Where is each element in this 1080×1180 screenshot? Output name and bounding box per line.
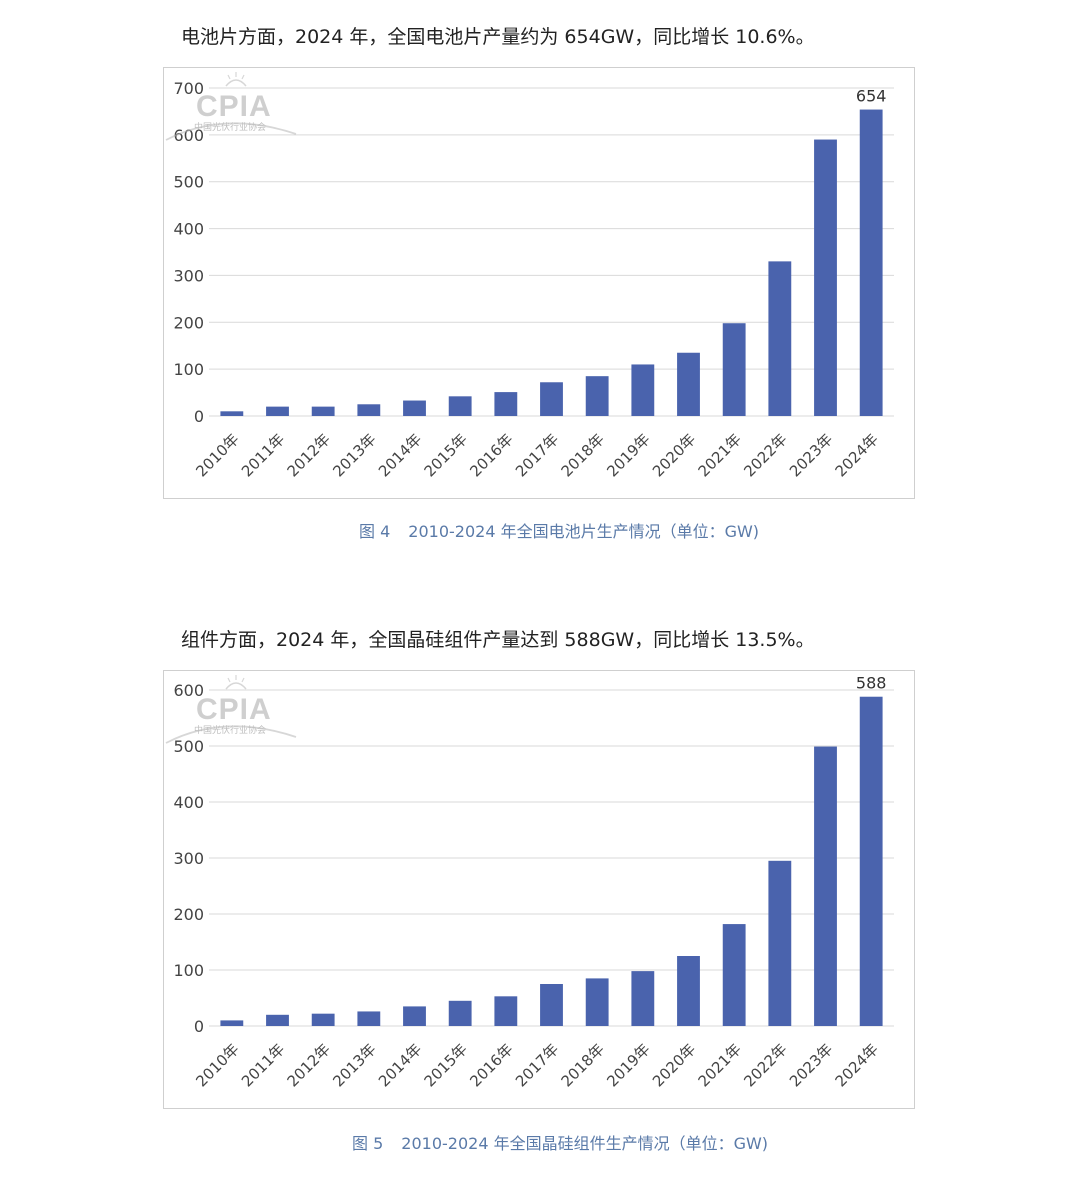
bar <box>631 971 655 1026</box>
x-tick-label: 2017年 <box>512 430 562 480</box>
x-tick-label: 2023年 <box>786 1040 836 1090</box>
x-tick-label: 2023年 <box>786 430 836 480</box>
bar <box>220 411 244 416</box>
x-tick-label: 2010年 <box>192 430 242 480</box>
bar <box>448 396 472 416</box>
x-tick-label: 2016年 <box>466 430 516 480</box>
x-tick-label: 2014年 <box>375 1040 425 1090</box>
bar <box>266 1014 289 1026</box>
chart-modules-svg: 01002003004005006002010年2011年2012年2013年2… <box>173 674 894 1090</box>
x-tick-label: 2012年 <box>284 430 334 480</box>
x-tick-label: 2011年 <box>238 1040 288 1090</box>
figure-4-label: 图 4 <box>359 522 391 541</box>
figure-4-text: 2010-2024 年全国电池片生产情况（单位：GW) <box>408 522 760 541</box>
y-tick-label: 300 <box>173 849 204 868</box>
y-tick-label: 0 <box>194 1017 204 1036</box>
x-tick-label: 2014年 <box>375 430 425 480</box>
data-label: 654 <box>856 87 887 106</box>
bar <box>677 352 700 416</box>
bar <box>814 139 837 416</box>
bar <box>677 956 700 1026</box>
svg-text:中国光伏行业协会: 中国光伏行业协会 <box>194 121 266 133</box>
x-tick-label: 2011年 <box>238 430 288 480</box>
bar <box>357 1011 381 1026</box>
x-tick-label: 2017年 <box>512 1040 562 1090</box>
x-tick-label: 2024年 <box>832 1040 882 1090</box>
bar <box>494 996 518 1026</box>
x-tick-label: 2019年 <box>603 430 653 480</box>
bar <box>311 1013 335 1026</box>
x-tick-label: 2016年 <box>466 1040 516 1090</box>
bar <box>220 1020 244 1026</box>
bar <box>859 696 883 1026</box>
bar <box>403 1006 426 1026</box>
bar <box>540 382 563 416</box>
y-tick-label: 600 <box>173 126 204 145</box>
svg-text:中国光伏行业协会: 中国光伏行业协会 <box>194 724 266 736</box>
y-tick-label: 200 <box>173 905 204 924</box>
bar <box>722 323 746 416</box>
x-tick-label: 2015年 <box>421 1040 471 1090</box>
bar <box>859 109 883 416</box>
x-tick-label: 2018年 <box>558 430 608 480</box>
y-tick-label: 300 <box>173 266 204 285</box>
y-tick-label: 500 <box>173 173 204 192</box>
bar <box>311 406 335 416</box>
y-tick-label: 100 <box>173 360 204 379</box>
x-tick-label: 2012年 <box>284 1040 334 1090</box>
x-tick-label: 2020年 <box>649 1040 699 1090</box>
figure-5-text: 2010-2024 年全国晶硅组件生产情况（单位：GW) <box>401 1134 769 1153</box>
chart-cells-production: 0 100 200 300 400 500 600 700 2010年 2011年 2012年 201… <box>163 67 915 499</box>
bar <box>631 364 655 416</box>
bar <box>585 376 609 416</box>
chart-cells-svg: 01002003004005006007002010年2011年2012年201… <box>173 79 894 480</box>
y-tick-label: 100 <box>173 961 204 980</box>
bar <box>722 924 746 1026</box>
data-label: 588 <box>856 674 887 693</box>
x-tick-label: 2010年 <box>192 1040 242 1090</box>
y-tick-label: 0 <box>194 407 204 426</box>
cpia-watermark-logo: CPIA 中国光伏行业协会 <box>165 675 297 744</box>
x-tick-label: 2018年 <box>558 1040 608 1090</box>
x-tick-label: 2015年 <box>421 430 471 480</box>
y-tick-label: 200 <box>173 313 204 332</box>
chart-modules-production: 0 100 200 300 400 500 600 2010年 2011年 2012年 2013年 2… <box>163 670 915 1109</box>
x-tick-label: 2013年 <box>329 430 379 480</box>
y-tick-label: 500 <box>173 737 204 756</box>
bar <box>814 746 837 1026</box>
y-tick-label: 400 <box>173 220 204 239</box>
bar <box>403 400 426 416</box>
x-tick-label: 2022年 <box>740 430 790 480</box>
bar <box>540 984 563 1026</box>
bar <box>494 392 518 416</box>
bar <box>266 406 289 416</box>
x-tick-label: 2024年 <box>832 430 882 480</box>
x-tick-label: 2021年 <box>695 1040 745 1090</box>
x-tick-label: 2013年 <box>329 1040 379 1090</box>
y-tick-label: 400 <box>173 793 204 812</box>
x-tick-label: 2021年 <box>695 430 745 480</box>
svg-text:CPIA: CPIA <box>196 693 272 726</box>
x-tick-label: 2022年 <box>740 1040 790 1090</box>
bar <box>768 860 792 1026</box>
bar <box>585 978 609 1026</box>
x-tick-label: 2019年 <box>603 1040 653 1090</box>
x-tick-label: 2020年 <box>649 430 699 480</box>
cells-intro-text: 电池片方面，2024 年，全国电池片产量约为 654GW，同比增长 10.6%。 <box>181 26 815 48</box>
y-tick-label: 600 <box>173 681 204 700</box>
figure-4-caption: 图 4 2010-2024 年全国电池片生产情况（单位：GW) <box>359 518 759 542</box>
figure-5-caption: 图 5 2010-2024 年全国晶硅组件生产情况（单位：GW) <box>352 1130 768 1154</box>
cpia-watermark-logo: CPIA 中国光伏行业协会 <box>165 72 297 141</box>
y-tick-label: 700 <box>173 79 204 98</box>
figure-5-label: 图 5 <box>352 1134 384 1153</box>
svg-text:CPIA: CPIA <box>196 90 272 123</box>
bar <box>357 404 381 416</box>
bar <box>768 261 792 416</box>
bar <box>448 1000 472 1026</box>
modules-intro-text: 组件方面，2024 年，全国晶硅组件产量达到 588GW，同比增长 13.5%。 <box>181 629 815 651</box>
